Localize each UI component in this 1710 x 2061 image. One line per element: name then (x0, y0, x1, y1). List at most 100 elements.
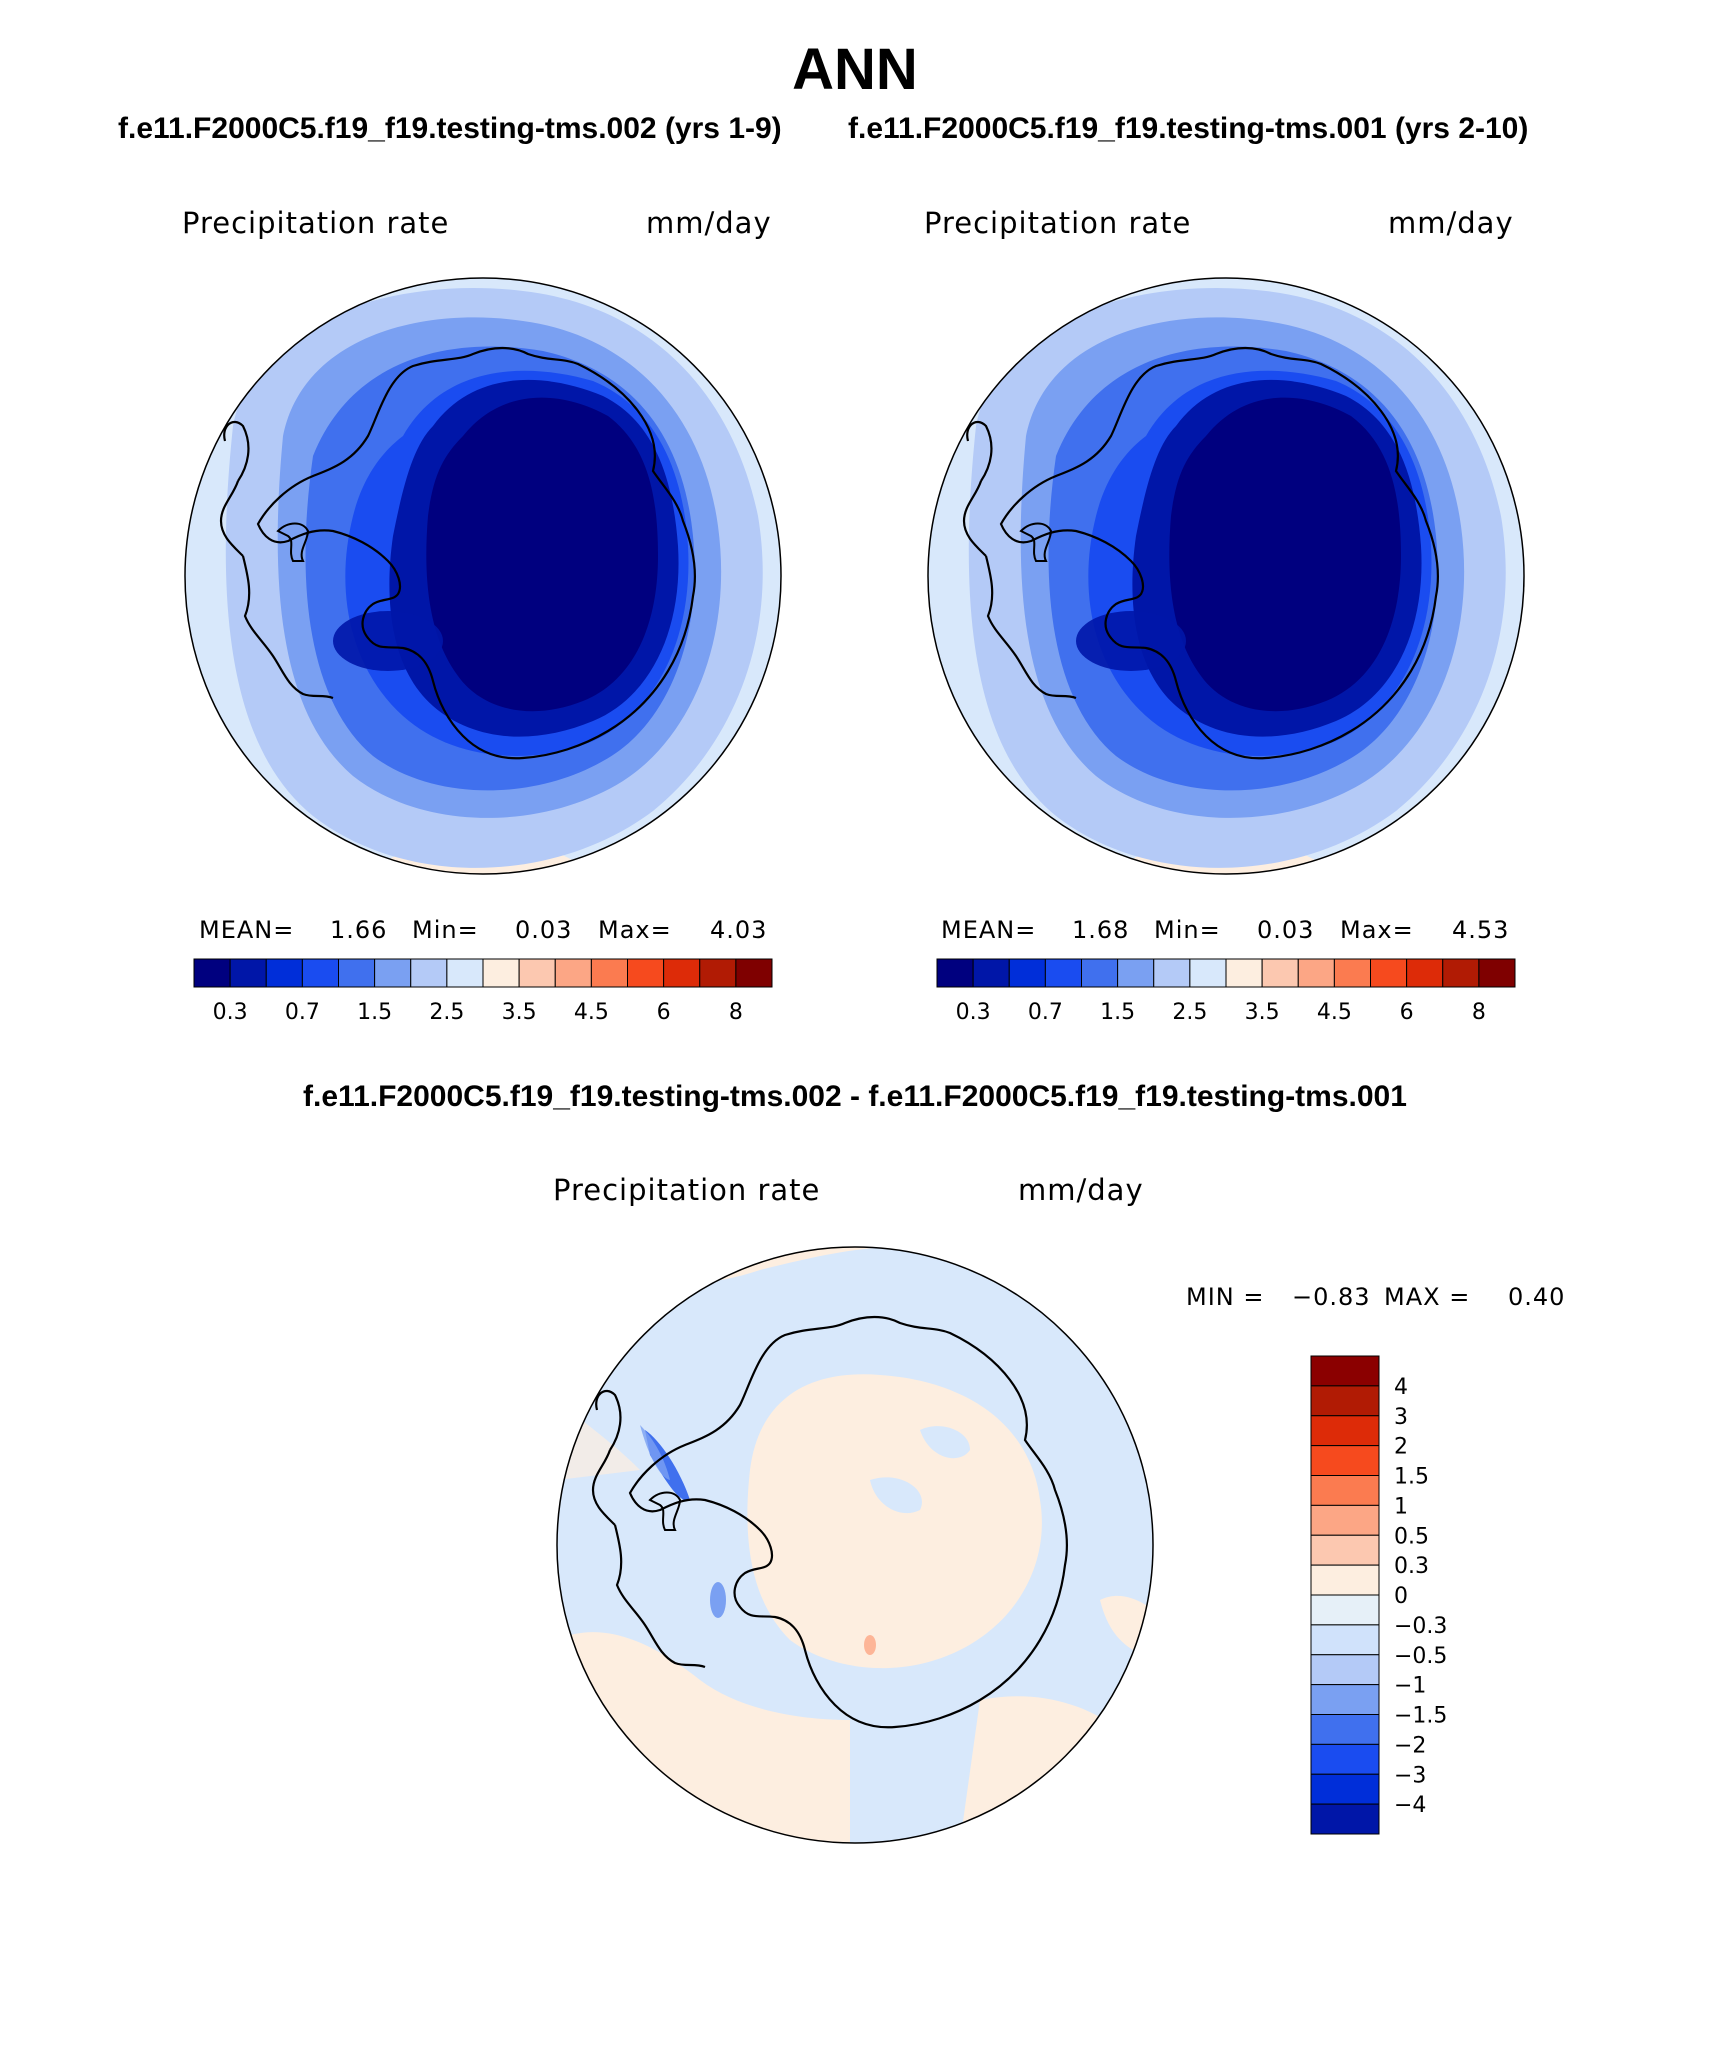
difference-polar-map (557, 1247, 1153, 1843)
left-colorbar-tick-label: 3.5 (502, 1000, 537, 1025)
left-colorbar: 0.3 0.7 1.5 2.5 3.5 4.5 6 8 (193, 958, 773, 1025)
diff-max-label: MAX = (1384, 1283, 1471, 1311)
difference-colorbar-tick-label: −1.5 (1394, 1704, 1447, 1729)
right-colorbar-tick-label: 0.3 (956, 1000, 991, 1025)
right-colorbar-swatch (1297, 958, 1335, 988)
left-colorbar-tick-label: 0.3 (213, 1000, 248, 1025)
difference-colorbar-swatch (1310, 1714, 1380, 1745)
left-colorbar-swatch (374, 958, 412, 988)
left-colorbar-swatch (446, 958, 484, 988)
difference-colorbar-tick-label: 1.5 (1394, 1465, 1429, 1490)
difference-colorbar-tick-label: −3 (1394, 1763, 1426, 1788)
left-colorbar-swatch (627, 958, 665, 988)
difference-colorbar-swatch (1310, 1803, 1380, 1835)
difference-colorbar-swatch (1310, 1684, 1380, 1715)
difference-colorbar-tick-label: 1 (1394, 1494, 1408, 1519)
right-colorbar-swatch (1081, 958, 1119, 988)
difference-title: f.e11.F2000C5.f19_f19.testing-tms.002 - … (303, 1080, 1407, 1113)
difference-colorbar-swatch (1310, 1624, 1380, 1656)
right-min-label: Min= (1154, 916, 1221, 944)
difference-colorbar-tick-label: −4 (1394, 1793, 1426, 1818)
right-colorbar-swatch (972, 958, 1010, 988)
difference-map-border (556, 1246, 1154, 1844)
difference-colorbar-swatch (1310, 1534, 1380, 1566)
right-colorbar-swatch (1442, 958, 1480, 988)
right-colorbar-tick-label: 4.5 (1317, 1000, 1352, 1025)
diff-min-value: −0.83 (1292, 1283, 1371, 1311)
figure-title: ANN (792, 37, 918, 102)
right-map-border (927, 277, 1525, 875)
right-colorbar-swatch (936, 958, 974, 988)
right-colorbar-tick-label: 8 (1472, 1000, 1486, 1025)
left-max-value: 4.03 (710, 916, 768, 944)
left-mean-value: 1.66 (330, 916, 388, 944)
difference-colorbar: 4 3 2 1.5 1 0.5 0.3 0 −0.3 −0.5 −1 −1.5 −2 −3 −4 (1310, 1355, 1447, 1835)
left-colorbar-tick-label: 6 (657, 1000, 671, 1025)
left-colorbar-swatch (482, 958, 520, 988)
left-colorbar-tick-label: 8 (729, 1000, 743, 1025)
right-colorbar-swatch (1117, 958, 1155, 988)
difference-colorbar-swatch (1310, 1504, 1380, 1536)
left-colorbar-tick-label: 0.7 (285, 1000, 320, 1025)
difference-colorbar-tick-label: 3 (1394, 1405, 1408, 1430)
left-colorbar-swatch (518, 958, 556, 988)
right-colorbar-swatch (1261, 958, 1299, 988)
right-colorbar-tick-label: 0.7 (1028, 1000, 1063, 1025)
difference-colorbar-tick-label: −2 (1394, 1733, 1426, 1758)
right-min-value: 0.03 (1257, 916, 1315, 944)
right-colorbar-swatch (1189, 958, 1227, 988)
right-colorbar-tick-label: 6 (1400, 1000, 1414, 1025)
right-max-value: 4.53 (1452, 916, 1510, 944)
right-colorbar-swatch (1008, 958, 1046, 988)
diff-max-value: 0.40 (1508, 1283, 1566, 1311)
difference-colorbar-tick-label: 0.3 (1394, 1554, 1429, 1579)
right-colorbar-swatch (1153, 958, 1191, 988)
left-colorbar-tick-label: 2.5 (429, 1000, 464, 1025)
right-max-label: Max= (1340, 916, 1414, 944)
right-mean-value: 1.68 (1072, 916, 1130, 944)
left-max-label: Max= (598, 916, 672, 944)
left-colorbar-swatch (699, 958, 737, 988)
left-colorbar-swatch (338, 958, 376, 988)
left-colorbar-swatch (265, 958, 303, 988)
left-colorbar-swatch (193, 958, 231, 988)
difference-colorbar-tick-label: −0.5 (1394, 1644, 1447, 1669)
right-colorbar-tick-label: 3.5 (1245, 1000, 1280, 1025)
left-variable-label: Precipitation rate (182, 206, 450, 240)
right-colorbar-swatch (1225, 958, 1263, 988)
difference-colorbar-tick-label: 4 (1394, 1375, 1408, 1400)
right-colorbar-swatch (1406, 958, 1444, 988)
left-colorbar-swatch (663, 958, 701, 988)
left-polar-map (185, 278, 781, 874)
left-case-subtitle: f.e11.F2000C5.f19_f19.testing-tms.002 (y… (118, 112, 782, 145)
right-polar-map (928, 278, 1524, 874)
right-colorbar: 0.3 0.7 1.5 2.5 3.5 4.5 6 8 (936, 958, 1516, 1025)
difference-colorbar-swatch (1310, 1445, 1380, 1476)
right-variable-label: Precipitation rate (924, 206, 1192, 240)
right-colorbar-swatch (1370, 958, 1408, 988)
difference-colorbar-swatch (1310, 1773, 1380, 1805)
left-min-label: Min= (412, 916, 479, 944)
diff-min-label: MIN = (1186, 1283, 1265, 1311)
left-colorbar-swatch (410, 958, 448, 988)
left-mean-label: MEAN= (199, 916, 295, 944)
right-mean-label: MEAN= (941, 916, 1037, 944)
left-colorbar-swatch (301, 958, 339, 988)
right-colorbar-tick-label: 2.5 (1172, 1000, 1207, 1025)
left-units-label: mm/day (646, 206, 772, 240)
difference-colorbar-tick-label: 0 (1394, 1584, 1408, 1609)
left-min-value: 0.03 (515, 916, 573, 944)
difference-colorbar-tick-label: 0.5 (1394, 1524, 1429, 1549)
right-colorbar-swatch (1044, 958, 1082, 988)
difference-colorbar-swatch (1310, 1564, 1380, 1596)
difference-colorbar-tick-label: 2 (1394, 1435, 1408, 1460)
difference-colorbar-swatch (1310, 1743, 1380, 1775)
diff-units-label: mm/day (1018, 1173, 1144, 1207)
right-colorbar-swatch (1333, 958, 1371, 988)
left-colorbar-swatch (590, 958, 628, 988)
left-colorbar-tick-label: 1.5 (357, 1000, 392, 1025)
difference-colorbar-tick-label: −1 (1394, 1674, 1426, 1699)
left-colorbar-swatch (229, 958, 267, 988)
difference-colorbar-swatch (1310, 1475, 1380, 1506)
left-colorbar-swatch (735, 958, 773, 988)
